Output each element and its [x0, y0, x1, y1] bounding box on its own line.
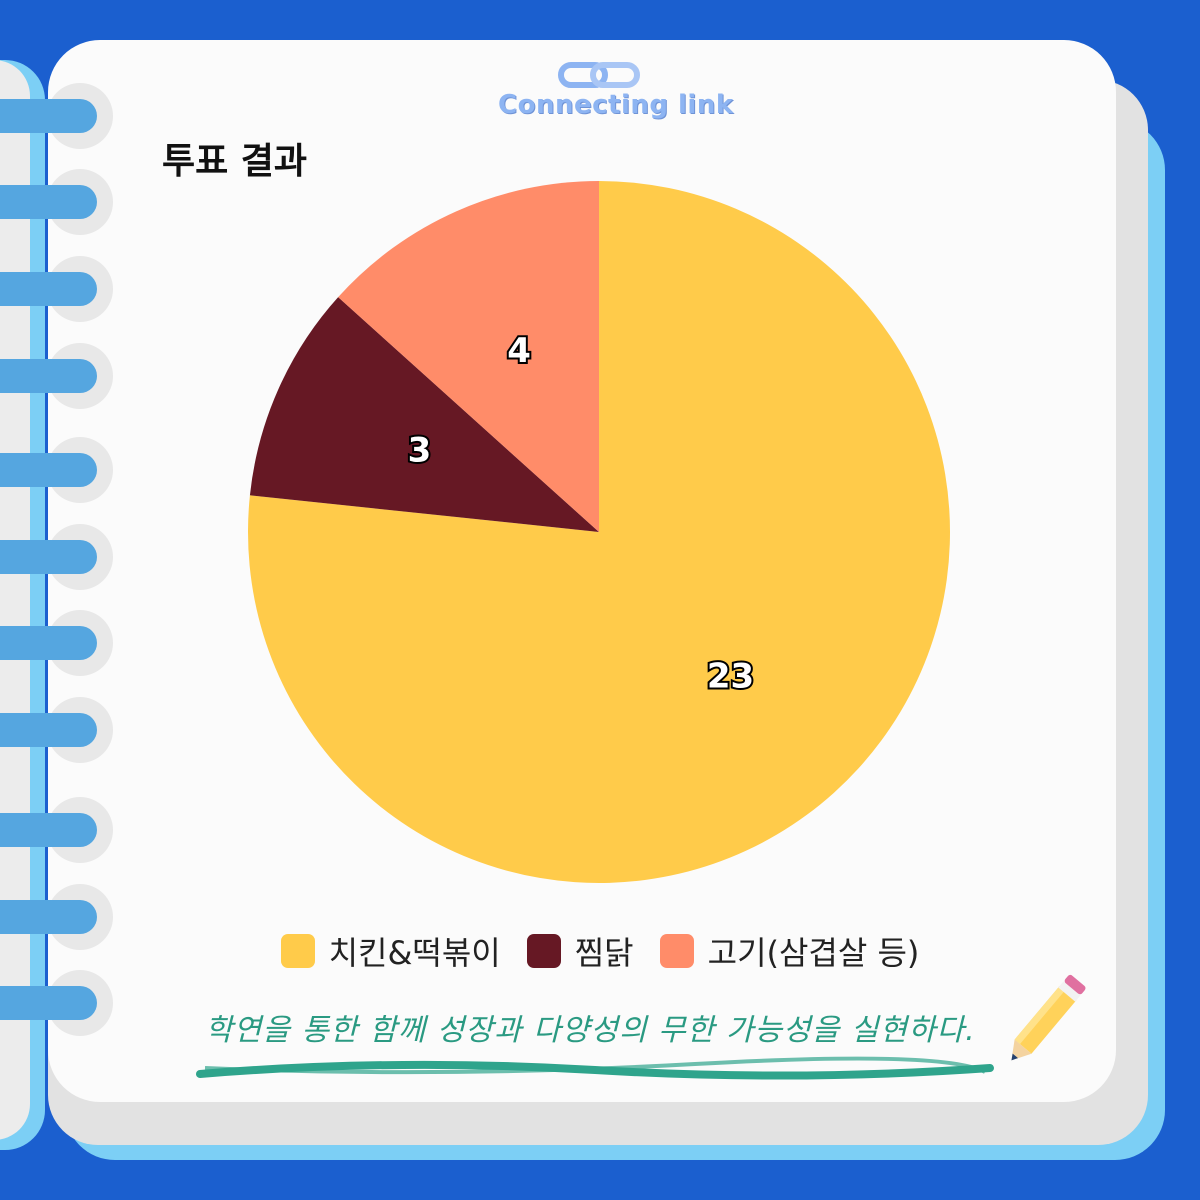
- data-label: 23: [707, 657, 754, 697]
- binding-ring: [0, 540, 97, 574]
- binding-ring: [0, 272, 97, 306]
- binding-ring: [0, 185, 97, 219]
- binding-ring: [0, 453, 97, 487]
- pie-slice-1[interactable]: [249, 297, 599, 532]
- pie-slice-2[interactable]: [338, 181, 599, 532]
- binding-ring: [0, 713, 97, 747]
- legend-item[interactable]: 찜닭: [526, 928, 634, 974]
- pencil-icon: [1011, 974, 1086, 1061]
- scribble-underline: [196, 1056, 994, 1080]
- logo-text: Connecting link: [498, 90, 734, 120]
- chain-link-icon: [558, 62, 640, 88]
- data-label: 3: [408, 431, 432, 471]
- binding-ring: [0, 99, 97, 133]
- legend-item[interactable]: 고기(삼겹살 등): [659, 928, 920, 974]
- binding-ring: [0, 813, 97, 847]
- legend-label: 찜닭: [574, 934, 634, 972]
- legend-label: 고기(삼겹살 등): [707, 934, 920, 972]
- legend-swatch: [659, 934, 694, 968]
- binding-ring: [0, 986, 97, 1020]
- legend-item[interactable]: 치킨&떡볶이: [280, 928, 501, 974]
- left-page: [0, 60, 30, 1140]
- legend-swatch: [280, 934, 315, 968]
- legend-label: 치킨&떡볶이: [328, 934, 501, 972]
- binding-ring: [0, 900, 97, 934]
- legend-swatch: [526, 934, 561, 968]
- slogan: 학연을 통한 함께 성장과 다양성의 무한 가능성을 실현하다.: [205, 1013, 976, 1048]
- pie-slice-0[interactable]: [248, 181, 951, 883]
- binding-ring: [0, 359, 97, 393]
- binding-ring: [0, 626, 97, 660]
- chart-title: 투표 결과: [162, 141, 308, 182]
- data-label: 4: [507, 331, 531, 371]
- legend: 치킨&떡볶이 찜닭 고기(삼겹살 등): [0, 928, 1200, 974]
